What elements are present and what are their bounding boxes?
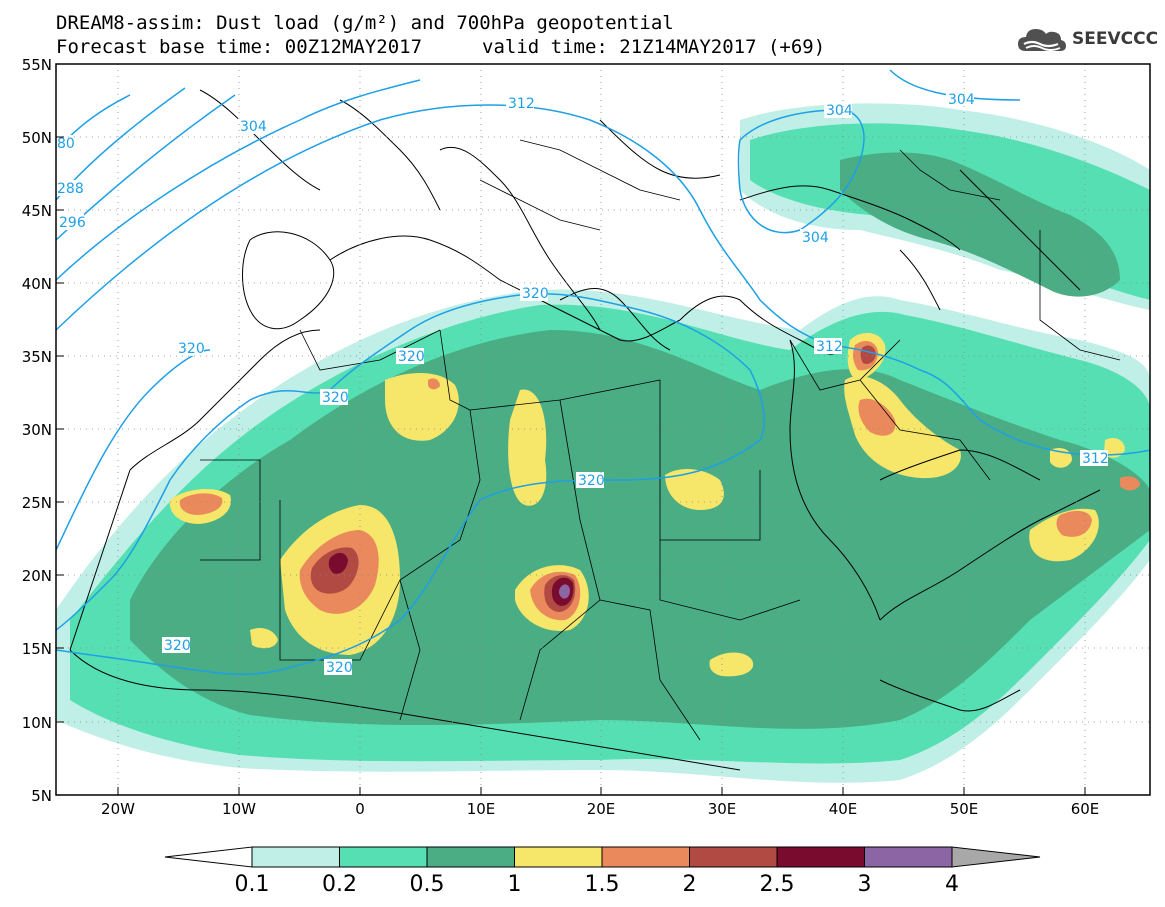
lat-label: 25N — [22, 494, 52, 512]
svg-text:320: 320 — [322, 390, 349, 406]
svg-text:320: 320 — [326, 660, 353, 676]
lon-label: 0 — [355, 800, 365, 818]
colorbar-swatch — [514, 846, 603, 868]
colorbar-swatch — [864, 846, 953, 868]
contour-label-296: 296 — [58, 214, 86, 231]
contour-label-304-d: 304 — [946, 91, 975, 108]
lon-label: 10E — [467, 800, 496, 818]
colorbar-label: 0.2 — [322, 872, 357, 897]
colorbar-label: 4 — [945, 872, 959, 897]
latitude-labels: 55N 50N 45N 40N 35N 30N 25N 20N 15N 10N … — [22, 56, 52, 805]
gridlines — [56, 64, 1150, 795]
colorbar-end-low — [164, 846, 253, 868]
colorbar-label: 1.5 — [584, 872, 620, 897]
colorbar-label: 1 — [507, 872, 522, 897]
dust-field — [56, 89, 1150, 783]
valid-time: valid time: 21Z14MAY2017 (+69) — [482, 36, 826, 58]
contour-label-312-a: 312 — [506, 95, 535, 112]
contour-312 — [56, 104, 1150, 456]
lat-label: 15N — [22, 640, 52, 658]
cloud-icon — [1018, 29, 1066, 51]
svg-text:312: 312 — [1082, 451, 1109, 467]
geopotential-contours — [56, 69, 1150, 676]
contour-label-304-c: 304 — [800, 229, 829, 246]
svg-text:80: 80 — [57, 136, 75, 152]
lon-label: 30E — [708, 800, 737, 818]
lon-label: 50E — [950, 800, 979, 818]
svg-text:288: 288 — [57, 181, 84, 197]
colorbar-swatch — [776, 846, 865, 868]
svg-text:304: 304 — [948, 92, 975, 108]
contour-label-320-g: 320 — [324, 659, 353, 676]
colorbar — [164, 846, 1041, 868]
lon-label: 10W — [222, 800, 256, 818]
lon-label: 20E — [587, 800, 616, 818]
colorbar-swatch — [689, 846, 778, 868]
forecast-base-time: Forecast base time: 00Z12MAY2017 — [56, 36, 423, 58]
svg-text:320: 320 — [178, 341, 205, 357]
svg-text:320: 320 — [398, 349, 425, 365]
contour-label-312-b: 312 — [814, 338, 843, 355]
contour-label-288: 288 — [56, 180, 84, 197]
lat-label: 50N — [22, 129, 52, 147]
contour-labels: 80 288 296 304 312 304 304 320 320 320 3… — [56, 95, 1109, 654]
contour-label-320-d: 320 — [320, 389, 349, 406]
logo-text: SEEVCCC — [1072, 29, 1159, 49]
svg-text:320: 320 — [578, 473, 605, 489]
svg-text:312: 312 — [816, 339, 843, 355]
lon-label: 40E — [829, 800, 858, 818]
lat-label: 55N — [22, 56, 52, 74]
colorbar-label: 3 — [857, 872, 872, 897]
colorbar-label: 0.5 — [409, 872, 445, 897]
lat-label: 30N — [22, 421, 52, 439]
dust-area-3.0 — [558, 584, 570, 599]
contour-label-320-a: 320 — [176, 340, 205, 357]
svg-text:296: 296 — [59, 215, 86, 231]
contour-label-320-b: 320 — [520, 285, 549, 302]
colorbar-swatch — [601, 846, 690, 868]
contour-label-320-c: 320 — [396, 348, 425, 365]
map-title: DREAM8-assim: Dust load (g/m²) and 700hP… — [56, 12, 674, 34]
longitude-labels: 20W 10W 0 10E 20E 30E 40E 50E 60E — [101, 800, 1099, 818]
contour-label-304-a: 304 — [238, 118, 267, 135]
colorbar-label: 0.1 — [234, 872, 270, 897]
lat-label: 10N — [22, 714, 52, 732]
contour-304-west — [56, 79, 421, 281]
contour-label-304-b: 304 — [824, 102, 853, 119]
lon-label: 20W — [101, 800, 135, 818]
svg-text:320: 320 — [164, 638, 191, 654]
colorbar-label: 2 — [682, 872, 697, 897]
lat-label: 35N — [22, 348, 52, 366]
svg-text:304: 304 — [802, 230, 829, 246]
lon-label: 60E — [1071, 800, 1100, 818]
contour-304-east — [737, 109, 865, 234]
svg-text:304: 304 — [826, 103, 853, 119]
lat-label: 45N — [22, 202, 52, 220]
svg-text:304: 304 — [240, 119, 267, 135]
lat-label: 40N — [22, 275, 52, 293]
colorbar-end-high — [951, 846, 1041, 868]
lat-label: 5N — [31, 787, 52, 805]
lat-label: 20N — [22, 567, 52, 585]
colorbar-swatch — [339, 846, 428, 868]
colorbar-swatch — [426, 846, 515, 868]
svg-text:320: 320 — [522, 286, 549, 302]
contour-label-320-e: 320 — [576, 472, 605, 489]
contour-label-320-f: 320 — [162, 637, 191, 654]
contour-label-80: 80 — [56, 135, 75, 152]
svg-text:312: 312 — [508, 96, 535, 112]
axis-ticks — [56, 63, 1086, 796]
contour-304-north — [889, 69, 1021, 101]
colorbar-swatch — [251, 846, 340, 868]
seevccc-logo: SEEVCCC — [1016, 22, 1158, 56]
country-borders — [200, 139, 1121, 741]
contour-label-312-c: 312 — [1080, 450, 1109, 467]
colorbar-label: 2.5 — [759, 872, 795, 897]
